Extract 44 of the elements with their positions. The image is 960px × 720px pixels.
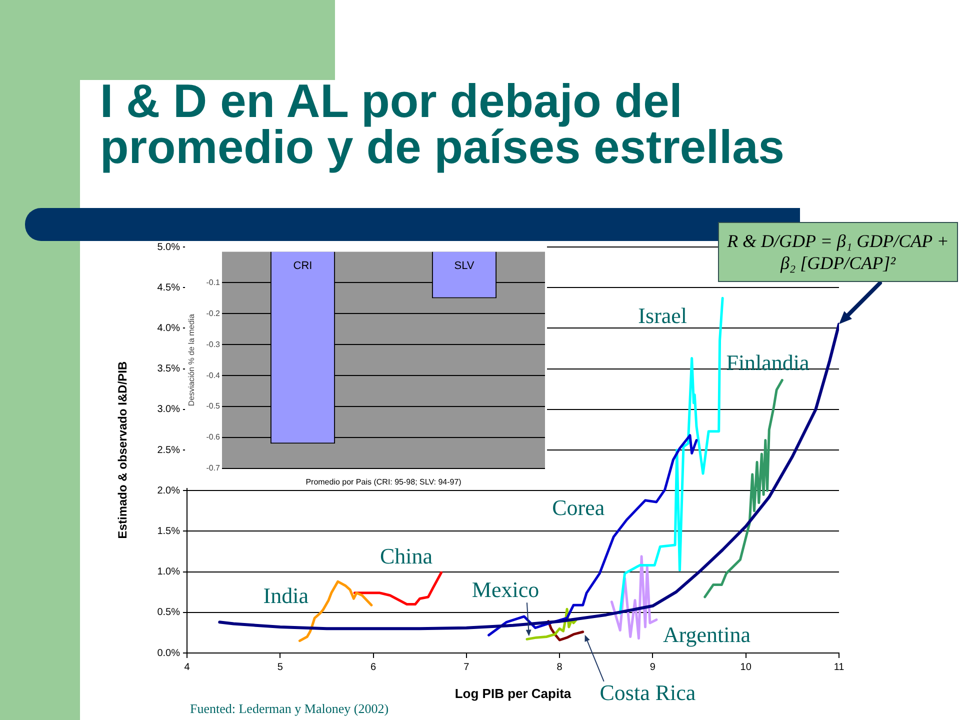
- x-tick-label: CRI: [293, 260, 312, 272]
- series-label: Mexico: [472, 576, 540, 602]
- x-tick-label: 11: [834, 662, 845, 673]
- series-label: China: [380, 544, 433, 569]
- y-tick-label: -0.4: [206, 370, 221, 380]
- y-tick-label: 0.0%: [157, 648, 180, 659]
- y-tick-label: 1.0%: [157, 566, 180, 578]
- y-tick-label: 2.5%: [157, 444, 180, 456]
- y-tick-label: 0.5%: [157, 607, 180, 618]
- y-tick-label: 3.0%: [157, 404, 180, 416]
- text: Fuented: Lederman y Maloney (2002): [190, 701, 389, 716]
- formula-box: R & D/GDP = β₁ GDP/CAP + β₂ [GDP/CAP]²: [718, 222, 958, 282]
- series-label: India: [263, 583, 309, 608]
- series-label: Corea: [552, 494, 605, 520]
- y-tick-label: -0.2: [206, 308, 221, 318]
- y-axis-title: Estimado & observado I&D/PIB: [116, 360, 130, 539]
- y-tick-label: -0.7: [206, 464, 221, 473]
- x-tick-label: 8: [556, 662, 563, 673]
- y-tick-label: 5.0%: [157, 242, 180, 253]
- x-tick-label: 10: [740, 662, 752, 673]
- y-tick-label: -0.3: [206, 340, 221, 349]
- y-tick-label: -0.1: [206, 278, 221, 287]
- x-tick-label: 4: [184, 662, 190, 673]
- y-tick-label: 1.5%: [157, 526, 180, 537]
- series-label: Israel: [638, 302, 688, 328]
- y-tick-label: -0.5: [206, 402, 221, 411]
- annotation: R & D/GDP = β₁ GDP/CAP + β₂ [GDP/CAP]²: [726, 230, 950, 274]
- y-tick-label: 2.0%: [157, 485, 180, 496]
- y-axis-title: Desviación % de la media: [187, 314, 196, 406]
- series-label: Argentina: [662, 622, 751, 648]
- x-tick-label: 5: [277, 662, 284, 673]
- x-tick-label: 7: [464, 662, 470, 673]
- text: Costa Rica: [600, 680, 696, 706]
- x-axis-title: Promedio por Pais (CRI: 95-98; SLV: 94-97): [306, 477, 462, 486]
- x-axis-title: Log PIB per Capita: [454, 686, 572, 701]
- y-tick-label: 4.5%: [157, 282, 180, 294]
- y-tick-label: 3.5%: [157, 364, 180, 375]
- chart-title: I & D en AL por debajo del promedio y de países estrellas: [100, 74, 786, 173]
- series-label: Finlandia: [726, 350, 810, 376]
- x-tick-label: 9: [650, 662, 656, 673]
- x-tick-label: 6: [370, 662, 377, 673]
- y-tick-label: -0.6: [206, 432, 221, 442]
- y-tick-label: 4.0%: [157, 322, 180, 334]
- x-tick-label: SLV: [454, 260, 475, 272]
